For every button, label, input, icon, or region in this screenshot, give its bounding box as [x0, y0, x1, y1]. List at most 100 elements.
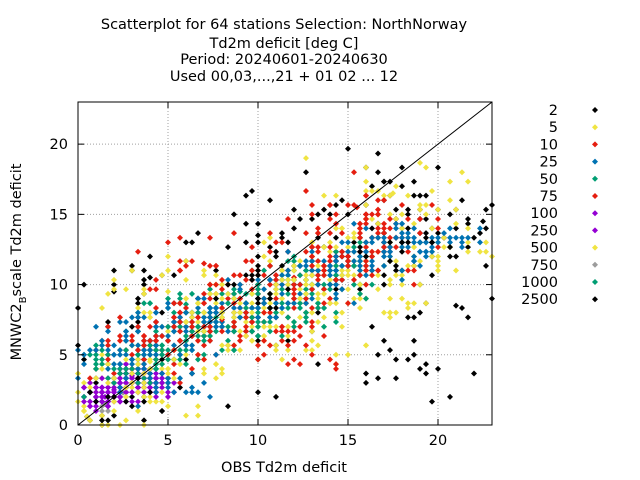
point-2500-156	[339, 197, 345, 204]
point-500-176	[147, 309, 153, 316]
point-2500-65	[351, 239, 357, 246]
point-250-39	[171, 379, 177, 386]
point-50-106	[159, 351, 165, 358]
point-75-86	[309, 319, 315, 326]
point-50-193	[255, 286, 261, 293]
point-50-197	[153, 347, 159, 354]
point-500-327	[345, 351, 351, 358]
point-5-42	[123, 356, 129, 363]
point-25-239	[387, 244, 393, 251]
point-75-240	[285, 361, 291, 368]
point-75-31	[309, 323, 315, 330]
point-500-386	[207, 290, 213, 297]
point-2500-48	[105, 319, 111, 326]
point-50-116	[273, 309, 279, 316]
point-2-33	[87, 389, 93, 396]
point-75-185	[255, 356, 261, 363]
point-25-232	[135, 342, 141, 349]
point-5-60	[111, 375, 117, 382]
point-500-124	[237, 300, 243, 307]
point-500-91	[129, 384, 135, 391]
point-25-231	[123, 375, 129, 382]
point-25-11	[117, 347, 123, 354]
point-2-18	[159, 407, 165, 414]
point-75-6	[327, 244, 333, 251]
title-line-4: Used 00,03,...,21 + 01 02 ... 12	[170, 69, 398, 85]
point-2500-114	[231, 211, 237, 218]
point-25-13	[135, 314, 141, 321]
point-2500-148	[393, 267, 399, 274]
point-500-213	[189, 314, 195, 321]
point-25-242	[141, 351, 147, 358]
point-5-23	[321, 290, 327, 297]
legend-marker-100	[592, 210, 598, 217]
series-25	[75, 220, 483, 410]
point-500-367	[339, 267, 345, 274]
point-25-102	[195, 295, 201, 302]
point-2500-159	[315, 211, 321, 218]
legend-marker-25	[592, 158, 598, 165]
point-25-132	[81, 361, 87, 368]
point-25-268	[273, 314, 279, 321]
point-2500-176	[429, 398, 435, 405]
point-25-4	[297, 290, 303, 297]
point-75-core-7	[381, 225, 387, 232]
point-2-37	[255, 295, 261, 302]
point-10-4	[159, 333, 165, 340]
point-500-307	[267, 234, 273, 241]
point-25-198	[111, 361, 117, 368]
point-25-193	[369, 262, 375, 269]
point-2500-236	[255, 262, 261, 269]
point-25-264	[93, 323, 99, 330]
point-25-161	[399, 267, 405, 274]
point-25-274	[189, 389, 195, 396]
legend-label-5: 5	[549, 120, 558, 136]
point-2500-core-22	[255, 232, 261, 239]
point-250-42	[111, 384, 117, 391]
point-75-207	[321, 333, 327, 340]
point-100-42	[87, 403, 93, 410]
point-500-27	[321, 314, 327, 321]
point-2500-95	[135, 319, 141, 326]
point-25-48	[285, 300, 291, 307]
point-5-38	[279, 276, 285, 283]
point-10-68	[105, 356, 111, 363]
point-75-270	[375, 230, 381, 237]
point-500-281	[105, 290, 111, 297]
point-2500-15	[387, 347, 393, 354]
point-2500-132	[411, 314, 417, 321]
point-1000-52	[147, 300, 153, 307]
point-500-265	[465, 225, 471, 232]
point-2500-70	[141, 417, 147, 424]
point-50-110	[279, 286, 285, 293]
point-1000-34	[303, 267, 309, 274]
point-25-41	[393, 225, 399, 232]
point-5-18	[141, 393, 147, 400]
series-2	[87, 225, 453, 424]
point-50-132	[351, 281, 357, 288]
point-2-16	[231, 281, 237, 288]
point-25-246	[273, 300, 279, 307]
point-25-137	[285, 272, 291, 279]
point-10-33	[243, 323, 249, 330]
point-2500-117	[93, 379, 99, 386]
point-500-42	[279, 356, 285, 363]
point-25-64	[399, 244, 405, 251]
point-25-111	[177, 351, 183, 358]
point-25-315	[321, 258, 327, 265]
legend-label-2500: 2500	[521, 292, 558, 308]
point-50-122	[231, 328, 237, 335]
point-2500-204	[375, 150, 381, 157]
point-25-287	[171, 342, 177, 349]
point-25-273	[423, 239, 429, 246]
point-75-234	[249, 319, 255, 326]
point-25-215	[327, 281, 333, 288]
point-75-8	[429, 201, 435, 208]
point-75-56	[153, 304, 159, 311]
point-75-154	[171, 370, 177, 377]
point-250-148	[87, 398, 93, 405]
point-500-358	[411, 300, 417, 307]
point-25-151	[375, 234, 381, 241]
point-25-181	[309, 295, 315, 302]
